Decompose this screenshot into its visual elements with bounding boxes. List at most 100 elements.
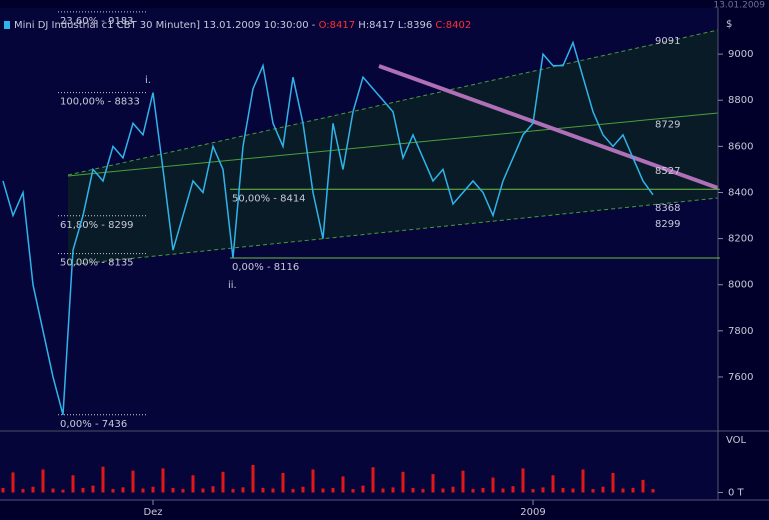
wave-label: ii. (228, 280, 237, 291)
level-label: 50,00% - 8135 (60, 258, 134, 269)
y-tick-label: 8000 (728, 280, 753, 291)
volume-bar (561, 487, 565, 493)
volume-bar (91, 485, 95, 493)
volume-bar (41, 469, 45, 493)
right-label: 8368 (655, 203, 680, 214)
volume-bar (381, 488, 385, 493)
volume-bar (451, 486, 455, 493)
volume-bar (541, 487, 545, 493)
volume-bar (651, 489, 655, 493)
volume-bar (31, 486, 35, 493)
unit-label: $ (726, 19, 732, 30)
channel-mid (67, 112, 719, 177)
volume-bar (111, 489, 115, 493)
volume-bar (371, 467, 375, 493)
level-label: 23,60% - 9183 (60, 16, 134, 27)
volume-bar (51, 488, 55, 493)
y-tick-label: 8400 (728, 187, 753, 198)
x-tick-label: 2009 (520, 507, 545, 518)
volume-bar (511, 486, 515, 493)
volume-bar (11, 472, 15, 493)
volume-bar (121, 487, 125, 493)
volume-label: VOL (726, 435, 747, 446)
volume-panel (0, 432, 718, 500)
volume-bar (421, 489, 425, 493)
volume-bar (631, 487, 635, 493)
legend-swatch (4, 21, 10, 29)
volume-bar (481, 487, 485, 493)
high: H:8417 (358, 20, 394, 31)
volume-bar (231, 489, 235, 493)
volume-bar (391, 487, 395, 493)
volume-bar (161, 468, 165, 493)
volume-bar (1, 487, 5, 493)
volume-bar (351, 489, 355, 493)
corner-date: 13.01.2009 (713, 1, 765, 11)
volume-bar (131, 470, 135, 493)
y-tick-label: 9000 (728, 49, 753, 60)
level-label: 50,00% - 8414 (232, 193, 306, 204)
trend-line (378, 64, 719, 190)
volume-bar (581, 469, 585, 493)
volume-bar (641, 479, 645, 493)
right-label: 8729 (655, 120, 680, 131)
volume-bar (461, 470, 465, 493)
volume-bar (501, 488, 505, 493)
volume-bar (271, 488, 275, 493)
volume-bar (241, 487, 245, 493)
volume-bar (431, 474, 435, 493)
volume-bar (611, 472, 615, 493)
y-tick-label: 8200 (728, 234, 753, 245)
open: O:8417 (319, 20, 356, 31)
wave-label: i. (145, 75, 151, 86)
header: Mini DJ Industrial c1 CBT 30 Minuten] 13… (14, 20, 471, 31)
right-label: 9091 (655, 36, 680, 47)
volume-bar (551, 475, 555, 493)
volume-bar (251, 464, 255, 493)
volume-bar (221, 471, 225, 493)
y-tick-label: 7800 (728, 326, 753, 337)
volume-bar (291, 489, 295, 493)
price-line (2, 40, 654, 415)
volume-bar (151, 486, 155, 493)
low: L:8396 (398, 20, 432, 31)
volume-bar (21, 489, 25, 493)
volume-bar (211, 486, 215, 493)
volume-bar (81, 487, 85, 493)
volume-bar (401, 471, 405, 493)
volume-bar (321, 488, 325, 493)
right-label: 8527 (655, 166, 680, 177)
channel-lower (67, 197, 719, 266)
volume-bar (361, 485, 365, 493)
level-label: 61,80% - 8299 (60, 220, 134, 231)
volume-bar (141, 488, 145, 493)
y-tick-label: 7600 (728, 372, 753, 383)
volume-bar (571, 488, 575, 493)
x-tick-label: Dez (143, 507, 162, 518)
channel-upper (67, 29, 719, 176)
y-tick-label: 8600 (728, 141, 753, 152)
right-label: 8299 (655, 219, 680, 230)
volume-bar (301, 486, 305, 493)
channel-fill (68, 30, 718, 265)
level-label: 0,00% - 7436 (60, 419, 127, 430)
y-tick-label: 0 T (728, 488, 745, 499)
volume-bar (491, 477, 495, 493)
volume-bar (471, 489, 475, 493)
volume-bar (261, 487, 265, 493)
volume-bar (201, 488, 205, 493)
volume-bar (601, 486, 605, 493)
volume-bar (311, 469, 315, 493)
volume-bar (181, 489, 185, 493)
y-tick-label: 8800 (728, 95, 753, 106)
volume-bar (71, 475, 75, 493)
volume-bar (591, 489, 595, 493)
volume-bar (441, 488, 445, 493)
volume-bar (61, 489, 65, 493)
volume-bar (531, 489, 535, 493)
volume-bar (101, 466, 105, 493)
volume-bar (171, 487, 175, 493)
close: C:8402 (435, 20, 471, 31)
